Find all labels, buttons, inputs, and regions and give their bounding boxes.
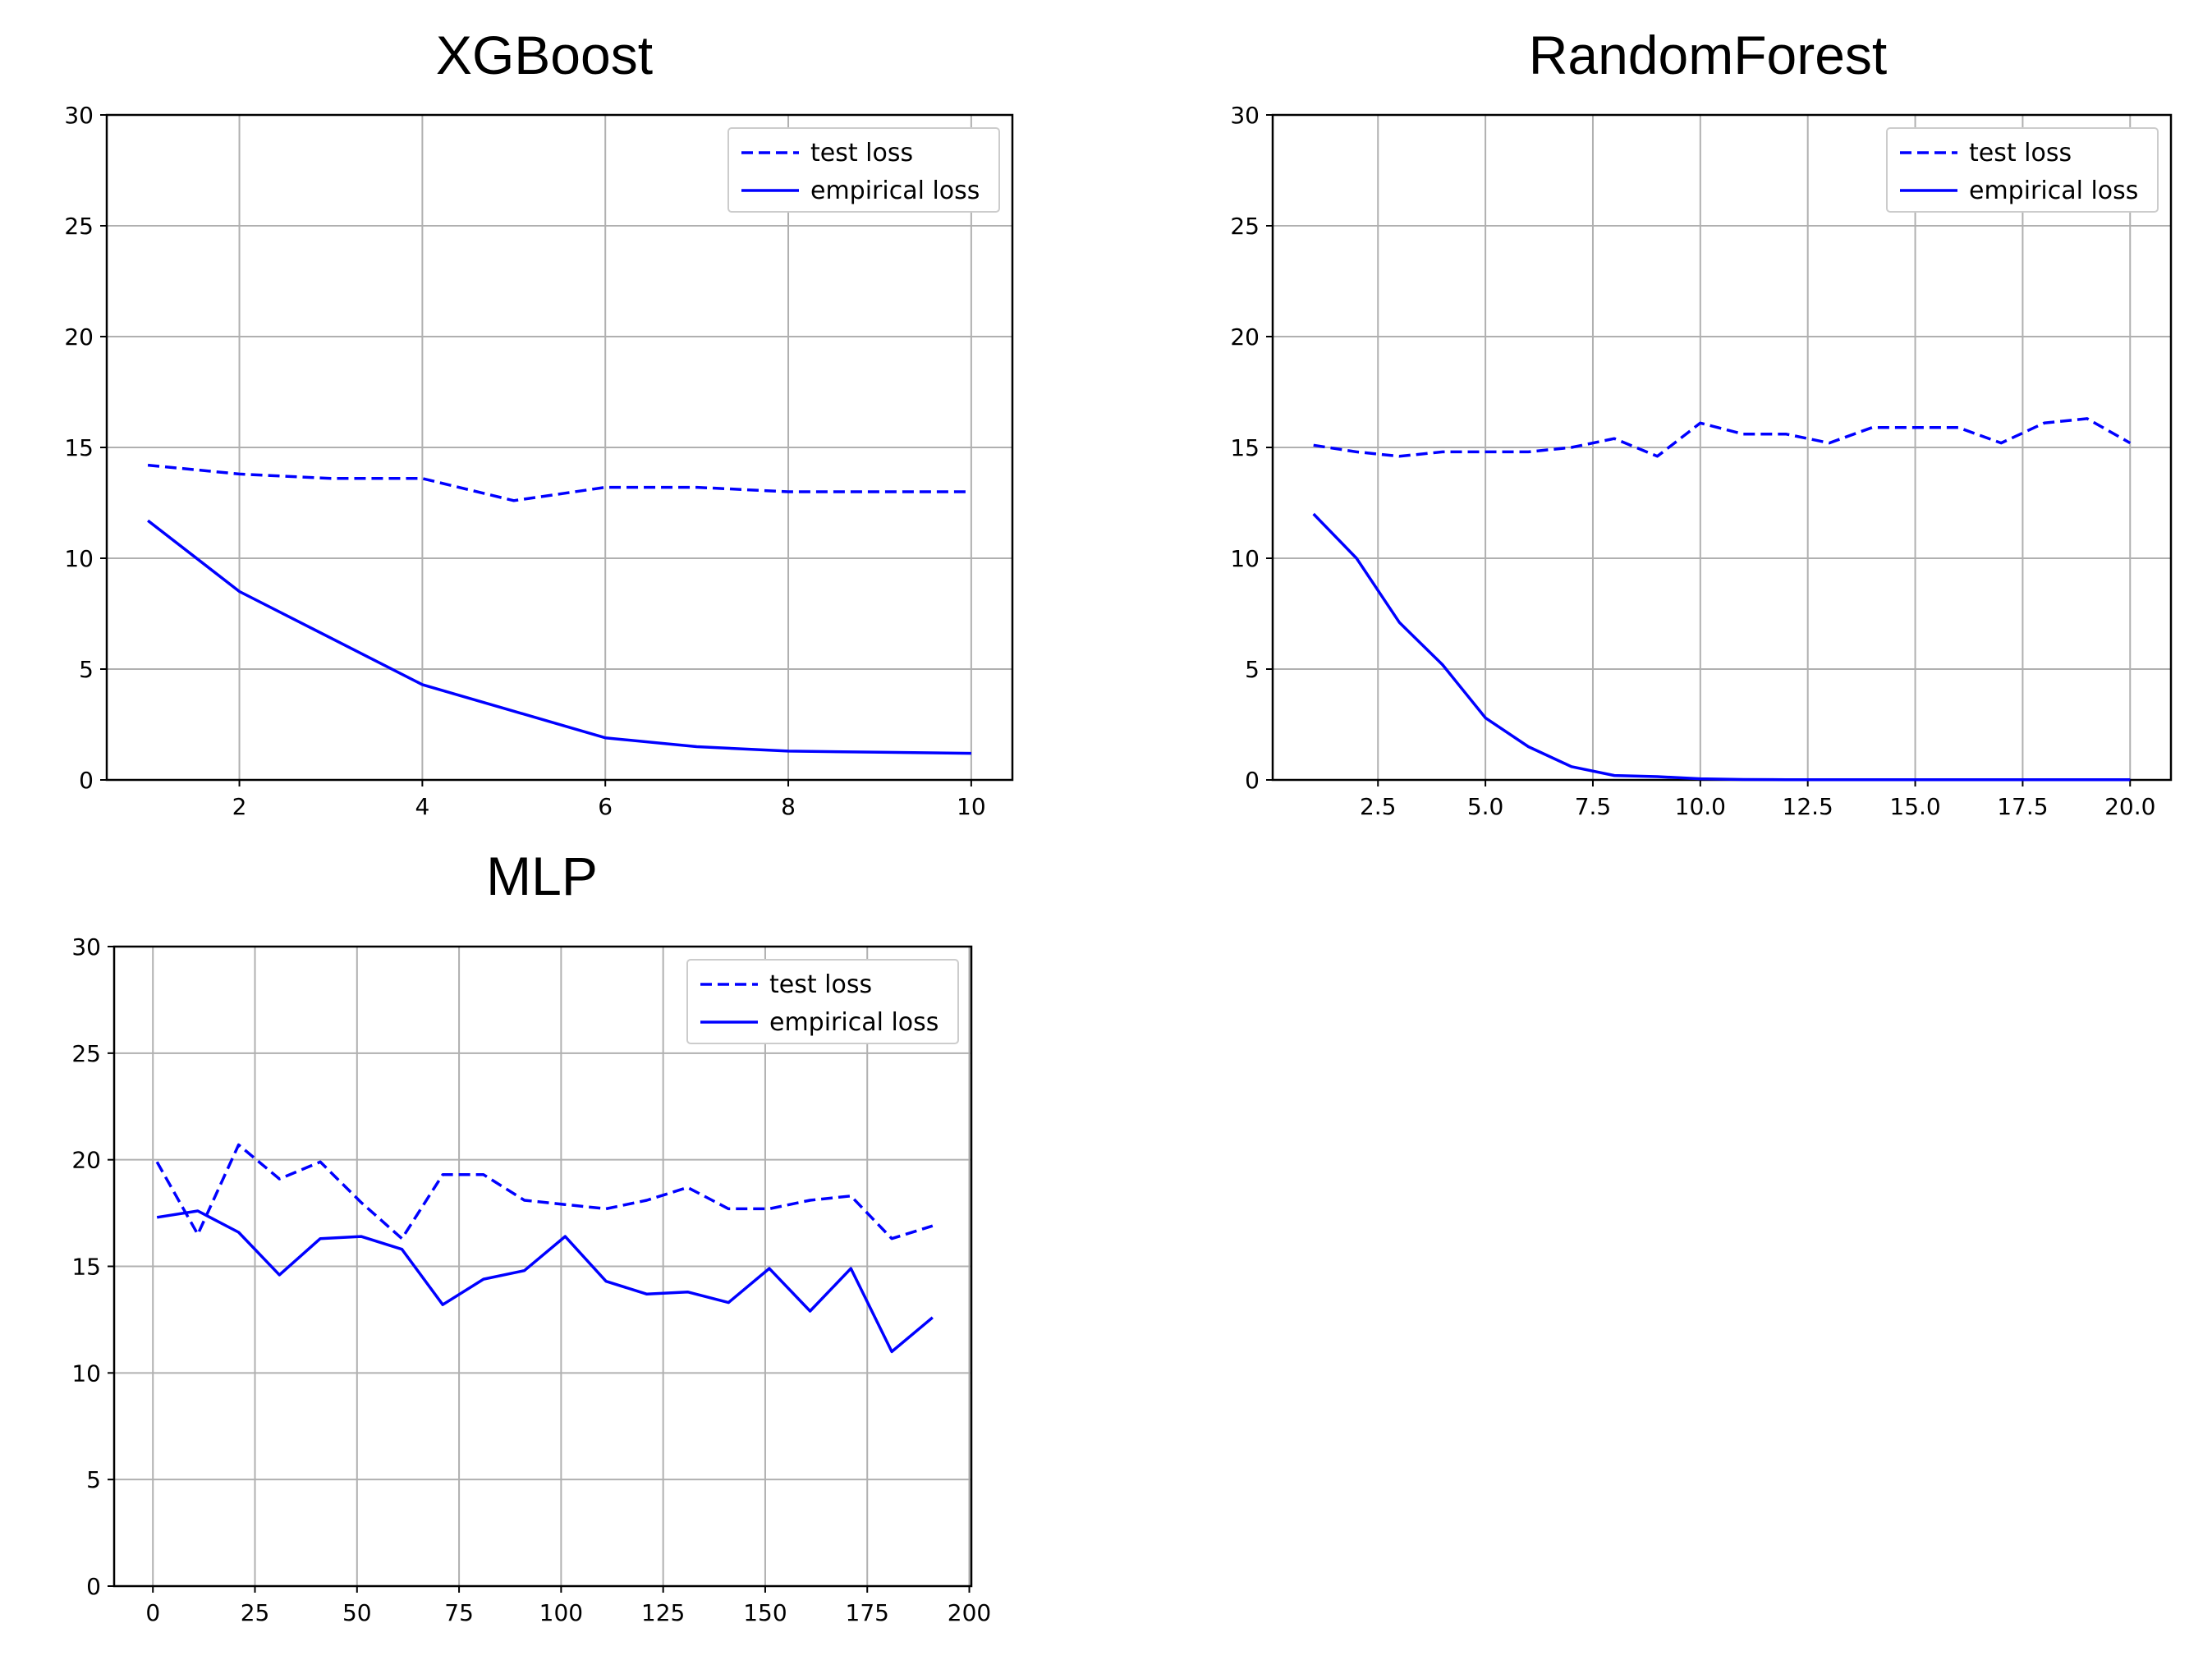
- y-tick-label: 25: [1230, 213, 1260, 240]
- test-loss-line: [1313, 417, 2132, 458]
- legend-label: empirical loss: [810, 177, 980, 205]
- y-tick-label: 30: [1230, 102, 1260, 129]
- y-tick-label: 20: [71, 1147, 101, 1174]
- y-tick-label: 30: [64, 102, 94, 129]
- y-tick-label: 10: [71, 1360, 101, 1387]
- xgboost-panel: XGBoost 2 4 6 8 10 0 5 10 15 20 25 30 test loss empiri…: [64, 25, 1014, 820]
- legend-label: empirical loss: [1969, 177, 2138, 205]
- y-tick-label: 0: [86, 1573, 101, 1600]
- x-tick-label: 8: [781, 793, 796, 820]
- x-tick-label: 125: [641, 1599, 685, 1626]
- x-tick-label: 10: [957, 793, 986, 820]
- legend-label: test loss: [769, 970, 872, 999]
- y-tick-label: 15: [71, 1254, 101, 1281]
- y-tick-label: 20: [1230, 323, 1260, 351]
- x-tick-label: 0: [145, 1599, 160, 1626]
- empirical-loss-line: [147, 519, 971, 755]
- mlp-panel: MLP 0 25 50 75 100 125 150 175 200 0 5 10 15 20 25 30 tes…: [71, 846, 991, 1626]
- y-tick-label: 25: [64, 213, 94, 240]
- x-tick-label: 200: [948, 1599, 991, 1626]
- x-tick-label: 100: [539, 1599, 583, 1626]
- legend: test loss empirical loss: [1886, 127, 2159, 213]
- y-tick-label: 30: [71, 933, 101, 961]
- legend-label: test loss: [1969, 139, 2072, 167]
- y-tick-label: 15: [1230, 434, 1260, 461]
- randomforest-panel: RandomForest 2.5 5.0 7.5 10.0 12.5 15.0 17.5 20.…: [1230, 25, 2173, 820]
- y-tick-label: 10: [64, 545, 94, 572]
- randomforest-title: RandomForest: [1529, 25, 1888, 85]
- y-tick-label: 20: [64, 323, 94, 351]
- xgboost-title: XGBoost: [436, 25, 653, 85]
- empirical-loss-line: [156, 1209, 934, 1354]
- y-tick-label: 5: [79, 656, 94, 683]
- x-tick-label: 5.0: [1467, 793, 1504, 820]
- y-tick-label: 10: [1230, 545, 1260, 572]
- y-tick-label: 5: [1245, 656, 1260, 683]
- x-tick-label: 2.5: [1360, 793, 1397, 820]
- x-tick-label: 25: [241, 1599, 270, 1626]
- x-tick-label: 20.0: [2104, 793, 2155, 820]
- legend: test loss empirical loss: [686, 959, 959, 1044]
- x-tick-label: 17.5: [1997, 793, 2048, 820]
- empirical-loss-line: [1312, 512, 2131, 782]
- test-loss-line: [155, 1143, 934, 1240]
- x-tick-label: 15.0: [1889, 793, 1940, 820]
- x-tick-label: 12.5: [1783, 793, 1833, 820]
- x-tick-label: 10.0: [1675, 793, 1726, 820]
- x-tick-label: 7.5: [1575, 793, 1612, 820]
- y-tick-label: 25: [71, 1040, 101, 1067]
- y-tick-label: 5: [86, 1466, 101, 1493]
- x-tick-label: 2: [232, 793, 247, 820]
- x-tick-label: 75: [444, 1599, 474, 1626]
- x-tick-label: 6: [598, 793, 613, 820]
- x-tick-label: 4: [415, 793, 429, 820]
- y-tick-label: 0: [1245, 767, 1260, 794]
- legend-label: empirical loss: [769, 1008, 938, 1037]
- test-loss-line: [147, 463, 971, 502]
- legend-label: test loss: [810, 139, 913, 167]
- x-tick-label: 175: [846, 1599, 889, 1626]
- y-tick-label: 0: [79, 767, 94, 794]
- mlp-title: MLP: [486, 846, 598, 906]
- y-tick-label: 15: [64, 434, 94, 461]
- x-tick-label: 150: [743, 1599, 787, 1626]
- legend: test loss empirical loss: [727, 127, 1000, 213]
- x-tick-label: 50: [342, 1599, 372, 1626]
